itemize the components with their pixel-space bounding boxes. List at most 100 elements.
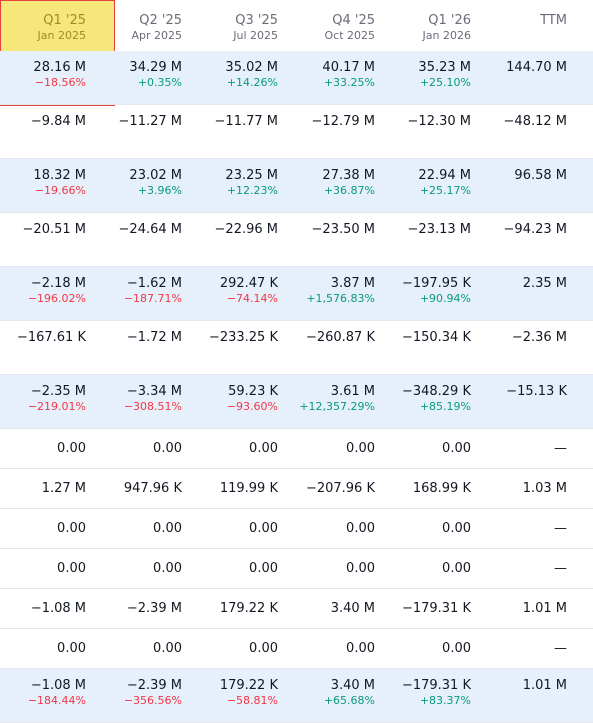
table-cell: −1.08 M −184.44% (0, 669, 86, 708)
cell-change-percent: −74.14% (226, 292, 278, 305)
table-cell: −3.34 M −308.51% (82, 375, 182, 414)
table-cell: 179.22 K (178, 589, 278, 617)
table-cell: −1.62 M −187.71% (82, 267, 182, 306)
table-cell: 0.00 (275, 549, 375, 577)
table-body: 28.16 M −18.56% 34.29 M +0.35% 35.02 M +14.26… (0, 51, 593, 723)
table-cell: 18.32 M −19.66% (0, 159, 86, 198)
table-cell: −2.36 M (467, 321, 567, 346)
table-cell: 3.40 M +65.68% (275, 669, 375, 708)
table-row: 28.16 M −18.56% 34.29 M +0.35% 35.02 M +14.26… (0, 51, 593, 105)
table-cell: −15.13 K (467, 375, 567, 400)
cell-value: 27.38 M (322, 168, 375, 183)
table-cell: −2.39 M −356.56% (82, 669, 182, 708)
column-title: Q4 '25 (332, 13, 375, 28)
column-header-q3-25[interactable]: Q3 '25 Jul 2025 (178, 0, 278, 43)
table-cell: 292.47 K −74.14% (178, 267, 278, 306)
column-period: Jan 2025 (37, 29, 86, 42)
column-header-q1-26[interactable]: Q1 '26 Jan 2026 (371, 0, 471, 43)
cell-value: −179.31 K (401, 601, 471, 616)
table-cell: 0.00 (178, 549, 278, 577)
cell-value: 1.01 M (522, 601, 567, 616)
table-row: 0.00 0.00 0.00 0.00 0.00 — (0, 629, 593, 669)
cell-value: 23.25 M (225, 168, 278, 183)
cell-value: −3.34 M (126, 384, 182, 399)
cell-value: −150.34 K (401, 330, 471, 345)
table-row: 1.27 M 947.96 K 119.99 K −207.96 K 168.99 K 1… (0, 469, 593, 509)
cell-value: 3.61 M (330, 384, 375, 399)
cell-value: 0.00 (442, 561, 471, 576)
cell-value: 3.87 M (330, 276, 375, 291)
cell-change-percent: +1,576.83% (306, 292, 375, 305)
cell-value: −2.18 M (30, 276, 86, 291)
column-header-ttm[interactable]: TTM (467, 0, 567, 29)
table-cell: 0.00 (0, 549, 86, 577)
cell-value: 18.32 M (33, 168, 86, 183)
cell-value: −11.77 M (214, 114, 278, 129)
table-cell: 3.87 M +1,576.83% (275, 267, 375, 306)
cell-value: −12.79 M (311, 114, 375, 129)
cell-value: 3.40 M (330, 601, 375, 616)
table-row: −1.08 M −184.44% −2.39 M −356.56% 179.22 K −5… (0, 669, 593, 723)
cell-value: 947.96 K (123, 481, 182, 496)
table-cell: 947.96 K (82, 469, 182, 497)
table-cell: −2.39 M (82, 589, 182, 617)
table-cell: −20.51 M (0, 213, 86, 238)
table-cell: 23.02 M +3.96% (82, 159, 182, 198)
table-cell: −23.50 M (275, 213, 375, 238)
cell-value: −207.96 K (305, 481, 375, 496)
cell-value: 22.94 M (418, 168, 471, 183)
table-cell: 59.23 K −93.60% (178, 375, 278, 414)
column-header-q2-25[interactable]: Q2 '25 Apr 2025 (82, 0, 182, 43)
cell-value: 1.01 M (522, 678, 567, 693)
cell-value: −15.13 K (506, 384, 567, 399)
cell-change-percent: −356.56% (123, 694, 182, 707)
cell-value: 0.00 (153, 441, 182, 456)
table-cell: 119.99 K (178, 469, 278, 497)
table-row: 0.00 0.00 0.00 0.00 0.00 — (0, 509, 593, 549)
cell-value: 35.23 M (418, 60, 471, 75)
table-cell: −2.18 M −196.02% (0, 267, 86, 306)
cell-value: −348.29 K (401, 384, 471, 399)
table-cell: 0.00 (371, 629, 471, 657)
cell-change-percent: −187.71% (123, 292, 182, 305)
cell-value: −9.84 M (30, 114, 86, 129)
table-row: −167.61 K −1.72 M −233.25 K −260.87 K −150.3… (0, 321, 593, 375)
table-cell: 168.99 K (371, 469, 471, 497)
cell-value: 0.00 (57, 561, 86, 576)
cell-value: 28.16 M (33, 60, 86, 75)
cell-value: 59.23 K (228, 384, 278, 399)
table-row: 0.00 0.00 0.00 0.00 0.00 — (0, 549, 593, 589)
cell-value: −2.39 M (126, 601, 182, 616)
cell-value: 0.00 (57, 521, 86, 536)
cell-value: 144.70 M (506, 60, 567, 75)
cell-change-percent: +0.35% (137, 76, 182, 89)
table-cell: −12.79 M (275, 105, 375, 130)
column-title: TTM (540, 13, 567, 28)
cell-change-percent: +85.19% (419, 400, 471, 413)
cell-value: 23.02 M (129, 168, 182, 183)
cell-value: −179.31 K (401, 678, 471, 693)
cell-value: −167.61 K (16, 330, 86, 345)
cell-change-percent: −19.66% (34, 184, 86, 197)
column-header-q1-25[interactable]: Q1 '25 Jan 2025 (0, 0, 86, 43)
cell-value: −197.95 K (401, 276, 471, 291)
cell-value: 0.00 (442, 641, 471, 656)
cell-value: −23.50 M (311, 222, 375, 237)
table-cell: −348.29 K +85.19% (371, 375, 471, 414)
table-cell: −207.96 K (275, 469, 375, 497)
table-cell: 0.00 (82, 429, 182, 457)
cell-change-percent: −219.01% (27, 400, 86, 413)
cell-value: 0.00 (442, 521, 471, 536)
cell-change-percent: +25.17% (419, 184, 471, 197)
table-row: −20.51 M −24.64 M −22.96 M −23.50 M −23.13 M… (0, 213, 593, 267)
cell-change-percent: +14.26% (226, 76, 278, 89)
cell-value: — (554, 521, 567, 536)
table-cell: 27.38 M +36.87% (275, 159, 375, 198)
cell-value: 0.00 (346, 521, 375, 536)
table-cell: 35.02 M +14.26% (178, 51, 278, 90)
table-cell: −24.64 M (82, 213, 182, 238)
cell-change-percent: +90.94% (419, 292, 471, 305)
column-header-q4-25[interactable]: Q4 '25 Oct 2025 (275, 0, 375, 43)
table-cell: −2.35 M −219.01% (0, 375, 86, 414)
